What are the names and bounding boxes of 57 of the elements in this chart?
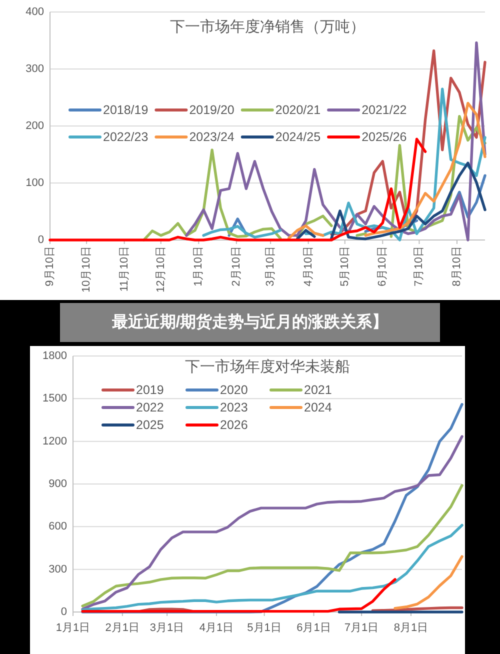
chart-title: 下一市场年度对华未装船 <box>185 358 350 376</box>
x-tick-label: 1月1日 <box>56 622 90 634</box>
x-tick-label: 5月10日 <box>338 246 351 286</box>
legend-label: 2026 <box>220 418 248 432</box>
y-tick-label: 1200 <box>42 435 67 448</box>
legend-label: 2025 <box>136 418 164 432</box>
legend-label: 2019 <box>136 383 164 397</box>
x-tick-label: 6月1日 <box>296 622 331 634</box>
x-tick-label: 7月1日 <box>344 622 379 634</box>
y-tick-label: 100 <box>26 177 44 189</box>
y-tick-label: 900 <box>48 478 67 490</box>
chart-title: 下一市场年度净销售（万吨） <box>170 18 365 36</box>
x-tick-label: 11月10日 <box>118 246 130 292</box>
y-tick-label: 300 <box>26 63 44 75</box>
line-series <box>81 578 396 613</box>
x-tick-label: 10月10日 <box>80 246 93 292</box>
line-series <box>81 484 464 608</box>
legend-label: 2023/24 <box>189 130 234 144</box>
legend-label: 2018/19 <box>103 103 148 117</box>
legend-label: 2023 <box>220 400 248 414</box>
y-tick-label: 400 <box>26 6 44 18</box>
x-tick-label: 3月1日 <box>150 622 184 634</box>
x-tick-label: 5月1日 <box>247 622 282 634</box>
legend-label: 2022/23 <box>103 130 148 144</box>
y-tick-label: 200 <box>26 120 44 132</box>
x-tick-label: 4月1日 <box>199 622 234 634</box>
y-tick-label: 1800 <box>42 350 67 362</box>
legend-label: 2024 <box>304 400 332 414</box>
x-tick-label: 2月1日 <box>105 622 140 634</box>
x-tick-label: 4月10日 <box>302 246 314 286</box>
legend-label: 2025/26 <box>362 130 407 144</box>
x-tick-label: 1月10日 <box>192 246 205 286</box>
line-series <box>81 524 464 612</box>
line-series <box>394 555 464 610</box>
y-tick-label: 600 <box>48 520 67 533</box>
legend-label: 2022 <box>136 400 164 414</box>
legend-label: 2024/25 <box>275 130 321 144</box>
legend-label: 2019/20 <box>189 103 234 117</box>
legend-label: 2021/22 <box>362 103 407 117</box>
legend-label: 2020/21 <box>275 103 321 117</box>
y-tick-label: 0 <box>60 606 67 618</box>
x-tick-label: 8月1日 <box>394 622 428 634</box>
legend-label: 2020 <box>220 383 248 397</box>
x-tick-label: 3月10日 <box>264 246 277 286</box>
x-tick-label: 12月10日 <box>154 246 167 292</box>
text: 最近近期/期货走势与近月的涨跌关系】 <box>110 313 388 331</box>
x-tick-label: 9月10日 <box>44 246 56 286</box>
x-tick-label: 6月10日 <box>376 246 389 286</box>
x-tick-label: 7月10日 <box>413 246 426 286</box>
y-tick-label: 1500 <box>42 392 67 405</box>
y-tick-label: 300 <box>48 563 67 576</box>
x-tick-label: 8月10日 <box>450 246 463 286</box>
line-series <box>185 41 486 242</box>
legend-label: 2021 <box>304 383 332 397</box>
y-tick-label: 0 <box>38 234 44 246</box>
x-tick-label: 2月10日 <box>230 246 242 286</box>
line-series <box>81 435 464 611</box>
